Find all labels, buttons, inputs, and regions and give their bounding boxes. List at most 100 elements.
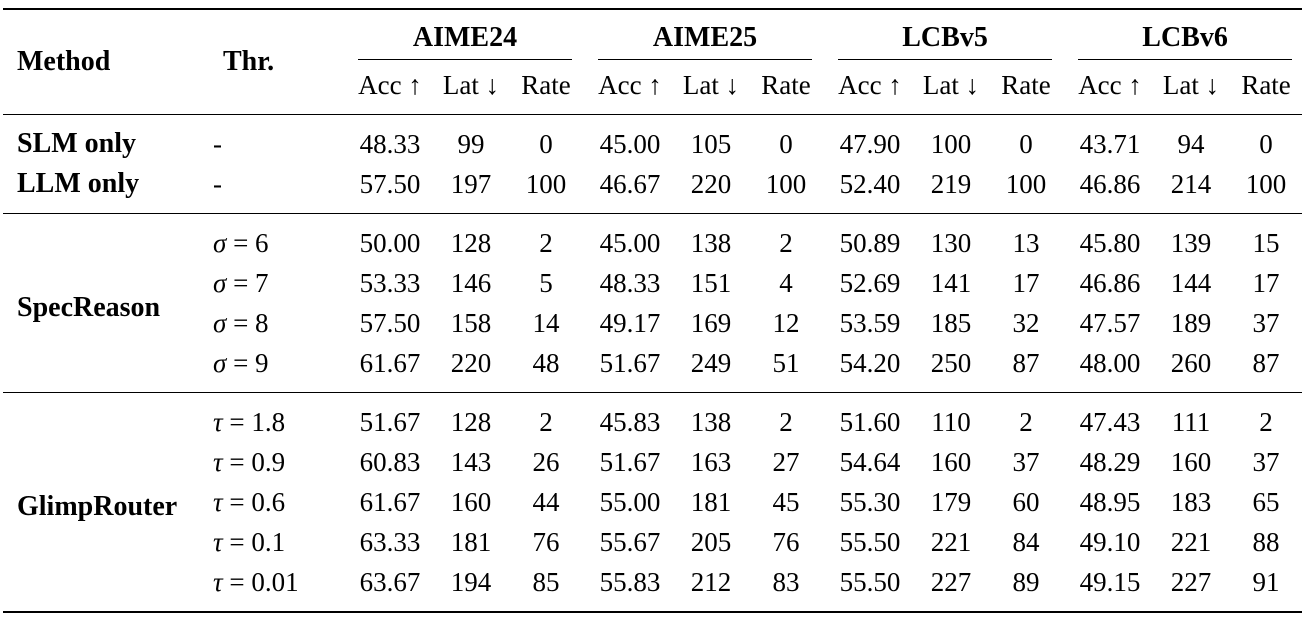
lat-cell: 163 xyxy=(690,446,732,477)
acc-cell: 63.33 xyxy=(359,526,421,557)
lat-cell: 110 xyxy=(931,406,971,437)
threshold-cell: τ = 0.6 xyxy=(213,486,286,517)
lat-cell: 183 xyxy=(1170,486,1212,517)
lat-cell: 151 xyxy=(690,267,732,298)
subcolumn-header-acc: Acc ↑ xyxy=(598,70,662,100)
math-symbol: τ xyxy=(213,566,223,597)
lat-cell: 160 xyxy=(1170,446,1212,477)
group-label: LCBv6 xyxy=(1142,22,1228,53)
group-header-aime25: AIME25 xyxy=(585,9,825,60)
rate-cell: 2 xyxy=(539,406,553,437)
rate-cell: 84 xyxy=(1012,526,1040,557)
acc-cell: 51.67 xyxy=(599,347,661,378)
acc-cell: 46.86 xyxy=(1079,267,1141,298)
acc-cell: 61.67 xyxy=(359,347,421,378)
acc-cell: 47.90 xyxy=(839,128,901,159)
acc-cell: 60.83 xyxy=(359,446,421,477)
acc-cell: 55.50 xyxy=(839,566,901,597)
lat-cell: 197 xyxy=(450,168,492,199)
table-section: GlimpRouter τ = 1.8 51.67 128 2 45.83 138 2 51.6… xyxy=(3,393,1302,613)
acc-cell: 48.29 xyxy=(1079,446,1141,477)
lat-cell: 220 xyxy=(690,168,732,199)
acc-cell: 46.86 xyxy=(1079,168,1141,199)
acc-cell: 43.71 xyxy=(1079,128,1141,159)
table-row: τ = 0.6 61.67 160 44 55.00 181 45 55.30 179 60 48.… xyxy=(3,482,1302,522)
lat-cell: 205 xyxy=(690,526,732,557)
rate-cell: 13 xyxy=(1012,227,1040,258)
subcolumn-header-rate: Rate xyxy=(521,70,571,100)
lat-cell: 160 xyxy=(450,486,492,517)
rate-cell: 87 xyxy=(1012,347,1040,378)
threshold-cell: σ = 7 xyxy=(213,267,269,298)
subcolumn-header-acc: Acc ↑ xyxy=(1078,70,1142,100)
acc-cell: 49.10 xyxy=(1079,526,1141,557)
rate-cell: 32 xyxy=(1012,307,1040,338)
table-row: σ = 8 57.50 158 14 49.17 169 12 53.59 185 32 47.57… xyxy=(3,303,1302,343)
lat-cell: 144 xyxy=(1170,267,1212,298)
acc-cell: 52.69 xyxy=(839,267,901,298)
rate-cell: 0 xyxy=(1019,128,1033,159)
group-header-row: Method Thr. AIME24 AIME25 LCBv5 LCBv6 xyxy=(3,9,1302,75)
threshold-cell: - xyxy=(213,168,222,199)
rate-cell: 26 xyxy=(532,446,560,477)
method-cell: LLM only xyxy=(17,168,140,199)
table-row: τ = 0.1 63.33 181 76 55.67 205 76 55.50 221 84 49.… xyxy=(3,522,1302,562)
threshold-cell: - xyxy=(213,128,222,159)
subcolumn-header-lat: Lat ↓ xyxy=(682,70,740,100)
acc-cell: 54.64 xyxy=(839,446,901,477)
rate-cell: 15 xyxy=(1252,227,1280,258)
table-section: SLM only - 48.33 99 0 45.00 105 0 47.90 100 0 43.71… xyxy=(3,115,1302,214)
acc-cell: 45.00 xyxy=(599,128,661,159)
rate-cell: 2 xyxy=(779,406,793,437)
lat-cell: 212 xyxy=(690,566,732,597)
rate-cell: 60 xyxy=(1012,486,1040,517)
acc-cell: 61.67 xyxy=(359,486,421,517)
table-header: Method Thr. AIME24 AIME25 LCBv5 LCBv6 Ac… xyxy=(3,9,1302,115)
subcolumn-header-rate: Rate xyxy=(1241,70,1291,100)
lat-cell: 169 xyxy=(690,307,732,338)
lat-cell: 141 xyxy=(930,267,972,298)
math-symbol: σ xyxy=(213,227,227,258)
acc-cell: 49.17 xyxy=(599,307,661,338)
lat-cell: 221 xyxy=(1170,526,1212,557)
rate-cell: 0 xyxy=(779,128,793,159)
threshold-cell: τ = 0.01 xyxy=(213,566,299,597)
lat-cell: 179 xyxy=(930,486,972,517)
acc-cell: 55.50 xyxy=(839,526,901,557)
group-underline: LCBv5 xyxy=(838,22,1053,60)
acc-cell: 52.40 xyxy=(839,168,901,199)
acc-cell: 51.67 xyxy=(599,446,661,477)
subcolumn-header-lat: Lat ↓ xyxy=(442,70,500,100)
results-table: Method Thr. AIME24 AIME25 LCBv5 LCBv6 Ac… xyxy=(3,8,1302,613)
lat-cell: 128 xyxy=(450,227,492,258)
lat-cell: 99 xyxy=(457,128,485,159)
threshold-cell: σ = 6 xyxy=(213,227,269,258)
lat-cell: 249 xyxy=(690,347,732,378)
acc-cell: 55.00 xyxy=(599,486,661,517)
acc-cell: 48.33 xyxy=(599,267,661,298)
acc-cell: 46.67 xyxy=(599,168,661,199)
threshold-cell: τ = 1.8 xyxy=(213,406,286,437)
lat-cell: 189 xyxy=(1170,307,1212,338)
acc-cell: 45.83 xyxy=(599,406,661,437)
method-cell: SpecReason xyxy=(17,291,161,323)
rate-cell: 76 xyxy=(772,526,800,557)
rate-cell: 0 xyxy=(1259,128,1273,159)
acc-cell: 51.60 xyxy=(839,406,901,437)
lat-cell: 158 xyxy=(450,307,492,338)
group-label: AIME24 xyxy=(412,22,518,53)
acc-cell: 55.83 xyxy=(599,566,661,597)
column-header-threshold: Thr. xyxy=(223,46,275,77)
lat-cell: 219 xyxy=(930,168,972,199)
lat-cell: 227 xyxy=(930,566,972,597)
lat-cell: 214 xyxy=(1170,168,1212,199)
lat-cell: 94 xyxy=(1177,128,1205,159)
acc-cell: 57.50 xyxy=(359,168,421,199)
rate-cell: 100 xyxy=(525,168,567,199)
method-cell: GlimpRouter xyxy=(17,490,178,522)
rate-cell: 45 xyxy=(772,486,800,517)
rate-cell: 88 xyxy=(1252,526,1280,557)
rate-cell: 17 xyxy=(1252,267,1280,298)
group-label: LCBv5 xyxy=(902,22,988,53)
threshold-cell: τ = 0.9 xyxy=(213,446,286,477)
